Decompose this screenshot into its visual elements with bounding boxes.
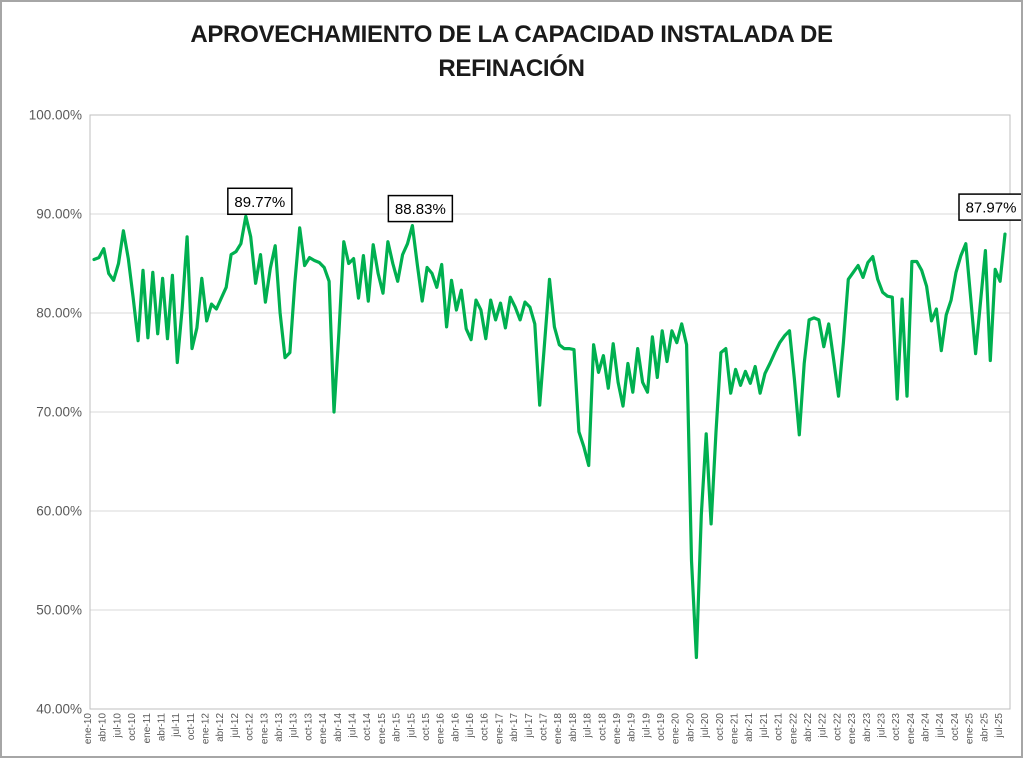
x-axis-label: abr-25 [979, 713, 990, 742]
x-axis-label: oct-23 [891, 713, 902, 741]
x-axis-label: jul-23 [877, 713, 888, 739]
x-axis-label: abr-11 [157, 713, 168, 742]
x-axis-label: ene-21 [730, 713, 741, 745]
x-axis-label: jul-18 [583, 713, 594, 739]
x-axis-label: jul-13 [289, 713, 300, 739]
x-axis-label: jul-11 [171, 713, 182, 738]
x-axis-label: ene-12 [201, 713, 212, 745]
x-axis-label: ene-25 [965, 713, 976, 745]
x-axis-label: oct-19 [656, 713, 667, 741]
chart-title: APROVECHAMIENTO DE LA CAPACIDAD INSTALAD… [190, 21, 833, 82]
x-axis-label: ene-16 [436, 713, 447, 745]
x-axis-label: oct-24 [950, 713, 961, 741]
x-axis-label: jul-12 [230, 713, 241, 739]
x-axis-label: oct-12 [245, 713, 256, 741]
x-axis-label: oct-18 [597, 713, 608, 741]
data-label-box [958, 193, 1021, 221]
y-axis-label: 90.00% [36, 207, 82, 222]
y-axis-label: 100.00% [29, 108, 82, 123]
x-axis-label: jul-24 [935, 713, 946, 739]
x-axis-label: oct-10 [127, 713, 138, 741]
x-axis-label: abr-24 [921, 713, 932, 742]
data-label-text: 88.83% [395, 201, 446, 218]
x-axis-label: oct-11 [186, 713, 197, 740]
data-label-box [387, 194, 454, 223]
x-axis-label: abr-20 [685, 713, 696, 742]
x-axis-label: ene-23 [847, 713, 858, 745]
x-axis-label: jul-16 [465, 713, 476, 739]
y-axis-label: 60.00% [36, 504, 82, 519]
x-axis-label: abr-23 [862, 713, 873, 742]
x-axis-label: abr-14 [333, 713, 344, 742]
x-axis-label: abr-22 [803, 713, 814, 742]
x-axis-label: jul-22 [818, 713, 829, 739]
x-axis-label: jul-17 [524, 713, 535, 739]
x-axis-label: ene-22 [788, 713, 799, 745]
x-axis-label: jul-25 [994, 713, 1005, 739]
data-label-text: 89.77% [234, 194, 285, 211]
x-axis-label: oct-22 [832, 713, 843, 741]
x-axis-label: ene-13 [259, 713, 270, 745]
y-axis-label: 80.00% [36, 306, 82, 321]
data-label-box [227, 187, 293, 216]
y-axis-label: 50.00% [36, 603, 82, 618]
x-axis-label: oct-13 [303, 713, 314, 741]
x-axis-label: ene-11 [142, 713, 153, 744]
x-axis-label: oct-15 [421, 713, 432, 741]
x-axis-label: oct-14 [362, 713, 373, 741]
x-axis-label: abr-13 [274, 713, 285, 742]
x-axis-label: ene-20 [671, 713, 682, 745]
x-axis-label: abr-10 [98, 713, 109, 742]
x-axis-label: jul-19 [641, 713, 652, 739]
series-line [92, 214, 1007, 660]
x-axis-label: ene-18 [553, 713, 564, 745]
x-axis-label: jul-20 [700, 713, 711, 739]
x-axis-label: abr-12 [215, 713, 226, 742]
x-axis-label: ene-15 [377, 713, 388, 745]
y-axis-label: 70.00% [36, 405, 82, 420]
x-axis-label: ene-17 [494, 713, 505, 745]
x-axis-label: abr-15 [392, 713, 403, 742]
data-label-text: 87.97% [966, 200, 1017, 217]
x-axis-label: oct-21 [774, 713, 785, 741]
x-axis-label: oct-17 [539, 713, 550, 741]
x-axis-label: jul-10 [112, 713, 123, 739]
x-axis-label: ene-19 [612, 713, 623, 745]
x-axis-label: oct-16 [480, 713, 491, 741]
x-axis-label: ene-24 [906, 713, 917, 745]
x-axis-label: abr-18 [568, 713, 579, 742]
x-axis-label: abr-19 [627, 713, 638, 742]
x-axis-label: jul-15 [406, 713, 417, 739]
x-axis-label: abr-16 [450, 713, 461, 742]
plot-area-border [89, 114, 1011, 710]
x-axis-label: abr-17 [509, 713, 520, 742]
x-axis-label: jul-21 [759, 713, 770, 739]
x-axis-label: abr-21 [744, 713, 755, 742]
x-axis-label: ene-10 [83, 713, 94, 745]
x-axis-label: ene-14 [318, 713, 329, 745]
y-axis-label: 40.00% [36, 702, 82, 717]
x-axis-label: jul-14 [348, 713, 359, 739]
x-axis-label: oct-20 [715, 713, 726, 741]
